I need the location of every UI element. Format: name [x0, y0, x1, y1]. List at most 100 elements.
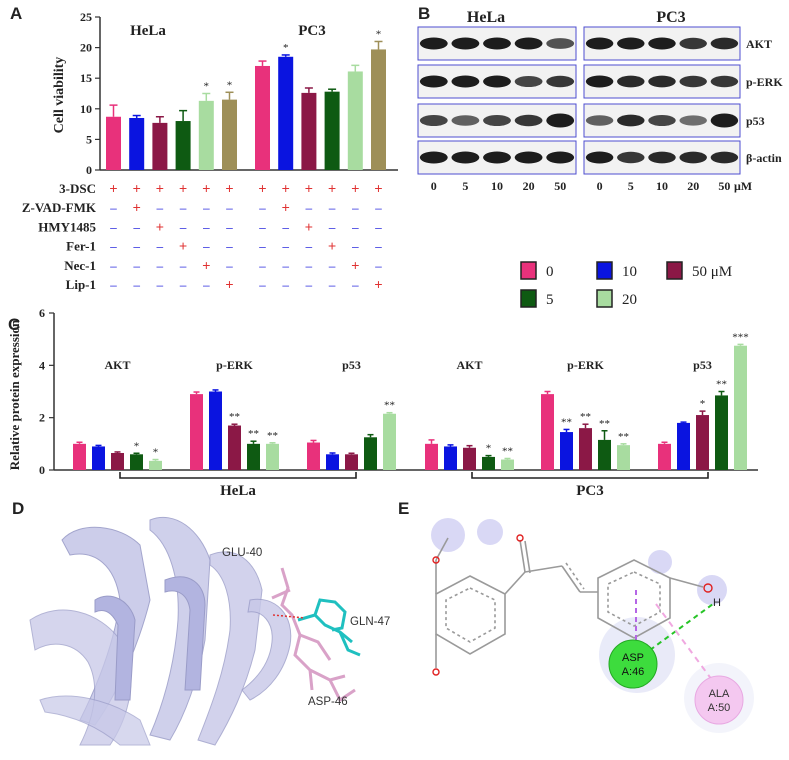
blot-band [585, 115, 614, 126]
panel-a-bar [301, 92, 317, 170]
panel-a-treatment-mark: – [110, 278, 117, 292]
panel-c-y-tick-label: 6 [39, 306, 45, 320]
panel-c-bracket [119, 472, 357, 479]
panel-a-treatment-mark: + [202, 180, 210, 196]
blot-band [617, 151, 645, 164]
panel-c-bar [92, 446, 105, 470]
residue-asp46-node [608, 639, 658, 689]
panel-b-dose-unit: μM [734, 179, 752, 193]
panel-a-significance: * [283, 42, 289, 54]
panel-c-y-tick-label: 2 [39, 411, 45, 425]
panel-c-bar [696, 415, 709, 470]
panel-a-treatment-mark: – [306, 240, 313, 254]
panel-c-significance: *** [732, 331, 749, 343]
panel-a-treatment-mark: – [110, 201, 117, 215]
panel-a-treatment-mark: + [225, 276, 233, 292]
panel-c-bar [326, 454, 339, 470]
panel-a-treatment-mark: – [259, 220, 266, 234]
panel-a-treatment-mark: – [306, 278, 313, 292]
blot-band [679, 37, 707, 50]
panel-c-y-axis-label: Relative protein expression [7, 319, 22, 470]
panel-a-bar [152, 122, 168, 170]
blot-band [451, 115, 480, 126]
panel-d-docking-structure: GLU-40 GLN-47 ASP-46 [29, 516, 390, 746]
blot-band [419, 151, 448, 164]
panel-a-treatment-name: 3-DSC [59, 181, 96, 196]
panel-a-treatment-mark: – [375, 220, 382, 234]
panel-c-bar [425, 443, 438, 470]
blot-band [483, 114, 511, 127]
panel-c-significance: * [134, 440, 140, 452]
blot-band [483, 151, 511, 164]
panel-c-bar [149, 460, 162, 470]
blot-band [514, 114, 543, 127]
panel-b-dose-label: 20 [687, 179, 699, 193]
panel-a-treatment-mark: – [157, 201, 164, 215]
legend-swatch [596, 289, 613, 308]
panel-c-bar [307, 442, 320, 470]
panel-a-treatment-mark: – [180, 259, 187, 273]
blot-band [679, 115, 707, 126]
panel-letter-d: D [12, 499, 24, 518]
panel-a-treatment-mark: – [157, 240, 164, 254]
panel-c-protein-label: p-ERK [567, 358, 604, 372]
panel-a-treatment-name: HMY1485 [38, 219, 96, 234]
blot-band [514, 151, 543, 164]
panel-a-treatment-mark: – [329, 259, 336, 273]
panel-a-treatment-mark: – [329, 220, 336, 234]
panel-b-dose-label: 10 [491, 179, 503, 193]
panel-a-treatment-mark: – [226, 220, 233, 234]
panel-c-bar [383, 413, 396, 470]
panel-a-y-tick-label: 20 [80, 41, 92, 55]
legend-label: 0 [546, 264, 554, 280]
panel-a-treatment-mark: – [282, 240, 289, 254]
panel-a-treatment-mark: + [258, 180, 266, 196]
panel-a-y-tick-label: 15 [80, 71, 92, 85]
blot-band [648, 37, 676, 50]
panel-c-significance: ** [267, 430, 278, 442]
panel-a-y-tick-label: 25 [80, 10, 92, 24]
blot-band [514, 37, 543, 50]
panel-a-treatment-mark: + [351, 257, 359, 273]
blot-band [546, 113, 575, 128]
panel-a-treatment-mark: – [157, 278, 164, 292]
panel-b-dose-label: 5 [462, 179, 468, 193]
blot-band [617, 75, 645, 88]
panel-c-significance: ** [580, 411, 591, 423]
panel-a-treatment-mark: – [157, 259, 164, 273]
panel-a-treatment-mark: – [306, 201, 313, 215]
panel-a-y-tick-label: 5 [86, 132, 92, 146]
residue-ala50-chain: A:50 [708, 702, 731, 714]
panel-c-bracket [471, 472, 709, 479]
panel-a-treatment-mark: – [110, 220, 117, 234]
legend-swatch [520, 261, 537, 280]
panel-c-significance: * [700, 398, 706, 410]
residue-label-gln47: GLN-47 [350, 616, 390, 628]
panel-c-bar [463, 447, 476, 470]
panel-a-y-tick-label: 0 [86, 163, 92, 177]
panel-c-bar [658, 443, 671, 470]
panel-a-bar [255, 65, 270, 170]
blot-band [585, 75, 614, 88]
panel-a-treatment-mark: + [133, 180, 141, 196]
blot-band [419, 75, 448, 88]
panel-a-treatment-mark: – [352, 220, 359, 234]
panel-c-bar [482, 456, 495, 470]
panel-a-bar [324, 91, 340, 170]
panel-a-treatment-mark: – [352, 240, 359, 254]
panel-a-treatment-mark: – [352, 278, 359, 292]
panel-c-bar [541, 394, 554, 470]
panel-c-bar [501, 459, 514, 470]
residue-asp46-name: ASP [622, 652, 644, 664]
panel-c-bar [579, 428, 592, 470]
blot-band [617, 37, 645, 50]
panel-a-treatment-name: Lip-1 [66, 277, 96, 292]
blot-band [710, 151, 739, 164]
legend-swatch [520, 289, 537, 308]
panel-a-treatment-mark: – [282, 278, 289, 292]
hydrogen-atom-label: H [713, 597, 721, 609]
blot-band [679, 75, 707, 88]
blot-band [617, 114, 645, 127]
panel-c-significance: ** [716, 379, 727, 391]
panel-c-bar [190, 394, 203, 470]
